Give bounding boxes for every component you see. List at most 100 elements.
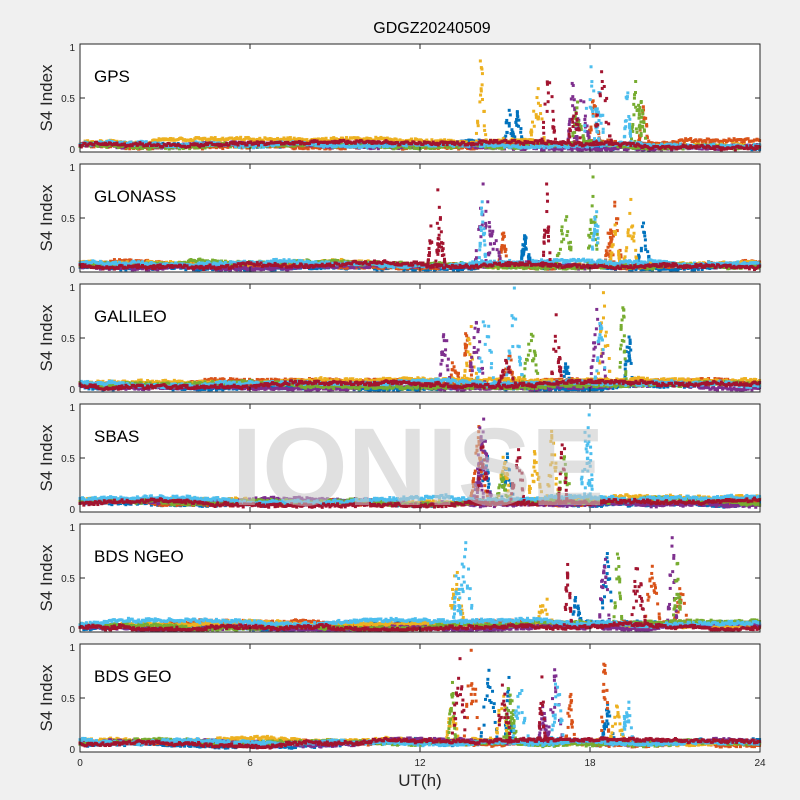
data-point <box>167 138 171 142</box>
data-point <box>574 111 578 115</box>
data-point <box>529 128 533 132</box>
data-point <box>511 130 515 134</box>
data-point <box>576 123 580 127</box>
data-point <box>704 140 708 144</box>
data-point <box>598 92 602 96</box>
data-point <box>98 140 102 144</box>
data-point <box>592 104 596 108</box>
data-point <box>293 146 297 150</box>
data-point <box>249 137 253 141</box>
data-point <box>643 244 647 248</box>
data-point <box>504 121 508 125</box>
data-point <box>614 139 617 143</box>
data-point <box>575 118 579 122</box>
data-point <box>632 102 636 106</box>
data-point <box>394 137 398 141</box>
data-point <box>306 147 310 151</box>
data-point <box>647 139 651 143</box>
data-point <box>630 137 634 141</box>
data-point <box>478 59 482 63</box>
data-point <box>590 80 594 84</box>
data-point <box>474 131 478 135</box>
data-point <box>516 115 520 119</box>
data-point <box>642 128 646 132</box>
data-point <box>594 124 598 128</box>
data-point <box>600 80 604 84</box>
data-point <box>221 136 225 140</box>
data-point <box>342 143 346 147</box>
data-point <box>529 133 533 137</box>
data-point <box>631 123 635 127</box>
data-point <box>508 113 512 117</box>
data-point <box>534 115 538 119</box>
data-point <box>426 146 430 150</box>
data-point <box>630 125 634 129</box>
data-point <box>523 234 527 238</box>
data-point <box>708 140 712 144</box>
data-point <box>325 144 329 148</box>
data-point <box>510 134 514 138</box>
data-point <box>589 125 593 129</box>
data-point <box>394 146 398 150</box>
data-point <box>212 141 216 145</box>
data-point <box>746 137 750 141</box>
data-point <box>582 138 586 142</box>
data-point <box>571 120 575 124</box>
data-point <box>638 106 642 110</box>
data-point <box>575 128 579 132</box>
data-point <box>144 140 148 144</box>
data-point <box>578 136 582 140</box>
data-point <box>710 140 714 144</box>
data-point <box>328 144 332 148</box>
data-point <box>643 238 647 242</box>
data-point <box>571 134 575 138</box>
data-point <box>534 113 538 117</box>
data-point <box>642 116 646 120</box>
data-point <box>514 120 518 124</box>
data-point <box>732 141 736 145</box>
data-point <box>262 145 266 149</box>
data-point <box>586 130 590 134</box>
data-point <box>392 147 396 151</box>
data-point <box>644 248 648 252</box>
data-point <box>543 102 547 106</box>
data-point <box>181 146 185 150</box>
data-point <box>105 145 109 149</box>
data-point <box>286 136 290 140</box>
data-point <box>376 147 380 151</box>
data-point <box>116 145 120 149</box>
data-point <box>260 143 264 147</box>
data-point <box>731 139 735 143</box>
data-point <box>228 145 232 149</box>
data-point <box>573 106 577 110</box>
data-point <box>467 138 471 142</box>
data-point <box>641 112 645 116</box>
data-point <box>592 141 596 145</box>
data-point <box>92 145 96 149</box>
data-point <box>588 139 592 143</box>
data-point <box>571 104 575 108</box>
data-point <box>545 80 549 84</box>
data-point <box>341 146 345 150</box>
data-point <box>627 114 631 118</box>
data-point <box>479 87 483 91</box>
data-point <box>152 145 156 149</box>
data-point <box>641 125 645 129</box>
data-point <box>96 144 100 148</box>
data-point <box>567 123 571 127</box>
data-point <box>226 145 230 149</box>
data-point <box>626 147 630 151</box>
data-point <box>639 115 643 119</box>
data-point <box>624 125 628 129</box>
data-point <box>285 138 289 142</box>
data-point <box>689 137 693 141</box>
data-point <box>601 130 605 134</box>
data-point <box>570 148 574 152</box>
data-point <box>628 122 632 126</box>
data-point <box>572 136 576 140</box>
data-point <box>526 143 530 147</box>
data-point <box>237 145 241 149</box>
data-point <box>684 137 688 141</box>
data-point <box>634 79 638 83</box>
